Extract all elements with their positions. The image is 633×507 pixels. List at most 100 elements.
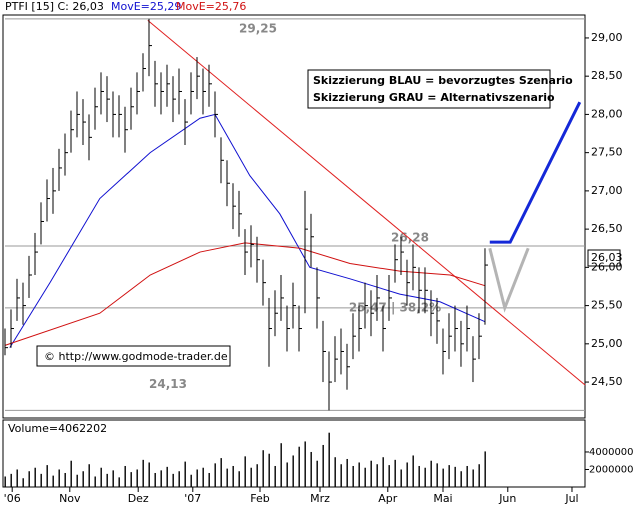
volume-bar — [142, 459, 144, 487]
volume-bar — [136, 469, 138, 487]
volume-bar — [454, 466, 456, 487]
volume-bar — [196, 469, 198, 487]
x-tick-label: Jul — [564, 492, 578, 505]
header-ma1: MovE=25,29 — [111, 0, 181, 13]
volume-bar — [46, 465, 48, 487]
volume-bar — [172, 473, 174, 487]
volume-bar — [226, 468, 228, 487]
volume-bar — [154, 472, 156, 487]
y-tick-label: 2000000 — [589, 464, 633, 475]
volume-bar — [406, 462, 408, 487]
legend-box — [307, 69, 551, 109]
y-tick-label: 26,50 — [591, 222, 623, 235]
x-tick-label: Nov — [59, 492, 81, 505]
volume-bar — [412, 455, 414, 487]
level-label: 25,47 | 38,2% — [349, 300, 441, 314]
volume-bar — [16, 469, 18, 487]
volume-bar — [418, 465, 420, 487]
moving-average — [9, 113, 486, 348]
volume-bar — [244, 456, 246, 487]
x-tick-label: Apr — [378, 492, 398, 505]
scenario-line — [488, 247, 530, 313]
volume-bar — [262, 450, 264, 487]
volume-bar — [52, 475, 54, 487]
volume-bar — [82, 471, 84, 487]
volume-bar — [352, 465, 354, 487]
scenario-line — [489, 101, 582, 244]
volume-bar — [310, 451, 312, 487]
volume-bar — [430, 460, 432, 487]
volume-bar — [118, 477, 120, 487]
volume-bar — [358, 462, 360, 487]
volume-bar — [388, 465, 390, 487]
volume-bar — [394, 459, 396, 487]
volume-bar — [70, 460, 72, 487]
x-tick-label: Mrz — [310, 492, 330, 505]
volume-bar — [286, 462, 288, 487]
volume-bar — [220, 458, 222, 487]
volume-bar — [316, 460, 318, 487]
last-price-box — [587, 249, 621, 267]
volume-bar — [64, 472, 66, 487]
volume-bar — [124, 465, 126, 487]
volume-bar — [184, 461, 186, 487]
volume-bar — [106, 473, 108, 487]
copyright: © http://www.godmode-trader.de — [44, 350, 228, 363]
volume-bar — [208, 472, 210, 487]
volume-bar — [28, 471, 30, 487]
y-tick-label: 29,00 — [591, 31, 623, 44]
y-tick-label: 26,00 — [591, 260, 623, 273]
volume-bar — [478, 464, 480, 487]
y-tick-label: 27,50 — [591, 146, 623, 159]
y-tick-label: 28,50 — [591, 69, 623, 82]
volume-bar — [424, 467, 426, 487]
volume-bar — [274, 465, 276, 487]
volume-bar — [376, 464, 378, 487]
volume-bar — [250, 467, 252, 487]
volume-bar — [40, 473, 42, 487]
x-tick-label: Dez — [128, 492, 149, 505]
volume-bar — [178, 471, 180, 487]
x-tick-label: Feb — [250, 492, 269, 505]
y-tick-label: 28,00 — [591, 107, 623, 120]
volume-bar — [460, 471, 462, 487]
volume-bar — [148, 462, 150, 487]
legend-line: Skizzierung BLAU = bevorzugtes Szenario — [313, 74, 573, 87]
volume-bar — [112, 470, 114, 487]
volume-bar — [334, 457, 336, 487]
volume-title: Volume=4062202 — [8, 422, 107, 435]
y-tick-label: 25,00 — [591, 337, 623, 350]
volume-bar — [166, 466, 168, 487]
y-tick-label: 25,50 — [591, 299, 623, 312]
volume-bar — [472, 469, 474, 487]
volume-bar — [88, 464, 90, 487]
volume-bar — [448, 465, 450, 487]
volume-bar — [280, 443, 282, 487]
volume-bar — [328, 432, 330, 487]
volume-bar — [58, 469, 60, 487]
y-tick-label: 24,50 — [591, 375, 623, 388]
volume-bar — [160, 470, 162, 487]
volume-bar — [340, 464, 342, 487]
volume-bar — [268, 453, 270, 487]
volume-bar — [370, 460, 372, 487]
x-tick-label: '07 — [184, 492, 201, 505]
header-ma2: MovE=25,76 — [176, 0, 246, 13]
legend-line: Skizzierung GRAU = Alternativszenario — [313, 91, 555, 104]
volume-bar — [130, 472, 132, 487]
header-symbol: PTFI [15] C: 26,03 — [5, 0, 104, 13]
volume-bar — [34, 467, 36, 487]
volume-bar — [94, 476, 96, 487]
volume-bar — [4, 476, 6, 487]
volume-bar — [232, 465, 234, 487]
copyright-box — [36, 345, 231, 367]
x-tick-label: Mai — [433, 492, 452, 505]
x-tick-label: '06 — [4, 492, 21, 505]
volume-bar — [298, 446, 300, 487]
volume-bar — [364, 467, 366, 487]
y-tick-label: 4000000 — [589, 447, 633, 458]
volume-bar — [76, 474, 78, 487]
volume-bar — [190, 474, 192, 487]
volume-bar — [292, 455, 294, 487]
